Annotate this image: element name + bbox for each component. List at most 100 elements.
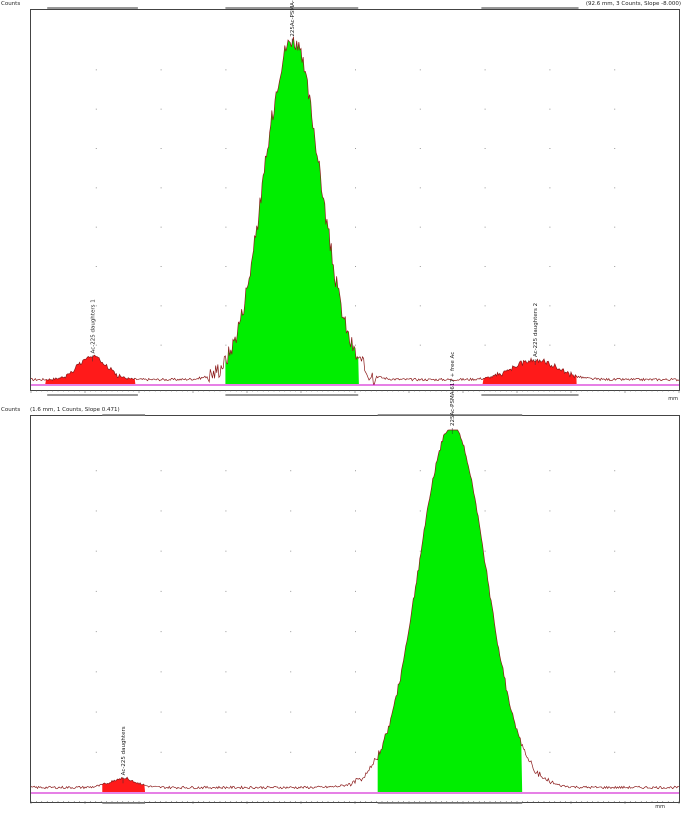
grid-dot — [614, 187, 616, 189]
chart-svg: Ac-225 daughters 225Ac-PSMA-617 + free Ac — [30, 352, 680, 804]
grid-dot — [160, 69, 162, 71]
grid-dot — [95, 470, 97, 472]
grid-dot — [160, 590, 162, 592]
peak-label: Ac-225 daughters — [121, 726, 127, 775]
grid-dot — [549, 470, 551, 472]
grid-dot — [160, 148, 162, 149]
grid-dot — [355, 671, 356, 673]
grid-dot — [614, 751, 616, 753]
y-axis-label: Counts — [1, 407, 21, 413]
grid-dot — [95, 711, 97, 713]
grid-dot — [484, 226, 486, 228]
grid-dot — [355, 305, 356, 307]
grid-dot — [95, 344, 97, 346]
grid-dot — [95, 751, 97, 753]
grid-dot — [484, 305, 486, 307]
grid-dot — [290, 631, 292, 633]
roi-area-2 — [377, 430, 523, 792]
grid-dot — [549, 711, 551, 713]
grid-dot — [225, 671, 227, 673]
trace-line — [30, 429, 680, 790]
grid-dot — [290, 510, 292, 512]
grid-dot — [225, 550, 227, 552]
x-axis-ticks — [30, 390, 680, 393]
grid-dot — [95, 631, 97, 633]
grid-dot — [225, 305, 227, 307]
grid-dot — [419, 226, 421, 228]
chart-svg: Ac-225 daughters 1 225Ac-PSMA-617 Ac-225 d… — [30, 0, 680, 396]
grid-dot — [484, 187, 486, 189]
cursor-readout: (92.6 mm, 3 Counts, Slope -8.000) — [585, 1, 681, 7]
grid-dot — [355, 226, 356, 228]
grid — [95, 470, 616, 753]
grid-dot — [419, 187, 421, 189]
grid-dot — [549, 187, 551, 189]
grid-dot — [225, 69, 227, 71]
roi-area-2 — [225, 36, 359, 384]
grid-dot — [225, 590, 227, 592]
cursor-readout: (1.6 mm, 1 Counts, Slope 0.471) — [30, 407, 120, 413]
grid-dot — [160, 108, 162, 110]
grid-dot — [290, 470, 292, 472]
grid-dot — [419, 305, 421, 307]
roi-area-3 — [482, 358, 577, 384]
grid-dot — [419, 510, 421, 512]
grid-dot — [484, 69, 486, 71]
grid-dot — [614, 266, 616, 267]
grid-dot — [160, 226, 162, 228]
grid-dot — [419, 344, 421, 346]
grid-dot — [484, 344, 486, 346]
grid-dot — [160, 550, 162, 552]
grid-dot — [614, 711, 616, 713]
grid-dot — [225, 108, 227, 110]
grid-dot — [95, 69, 97, 71]
grid-dot — [549, 305, 551, 307]
grid-dot — [225, 510, 227, 512]
grid-dot — [160, 631, 162, 633]
grid-dot — [484, 148, 486, 149]
grid-dot — [484, 550, 486, 552]
chromatogram-panel-bottom: Counts (1.6 mm, 1 Counts, Slope 0.471) A… — [0, 352, 685, 814]
roi-area-1 — [45, 355, 136, 384]
grid-dot — [484, 108, 486, 110]
grid-dot — [225, 711, 227, 713]
grid-dot — [614, 226, 616, 228]
grid-dot — [160, 470, 162, 472]
grid-dot — [419, 550, 421, 552]
grid-dot — [95, 108, 97, 110]
grid-dot — [160, 344, 162, 346]
grid-dot — [549, 108, 551, 110]
grid-dot — [355, 470, 356, 472]
grid-dot — [549, 226, 551, 228]
grid-dot — [95, 226, 97, 228]
grid-dot — [484, 510, 486, 512]
grid-dot — [614, 631, 616, 633]
grid-dot — [355, 550, 356, 552]
grid-dot — [225, 148, 227, 149]
grid-dot — [484, 266, 486, 267]
grid-dot — [290, 711, 292, 713]
trace-line — [30, 36, 680, 385]
grid-dot — [225, 187, 227, 189]
grid-dot — [355, 751, 356, 753]
grid-dot — [614, 148, 616, 149]
grid-dot — [225, 751, 227, 753]
grid-dot — [95, 266, 97, 267]
grid-dot — [160, 751, 162, 753]
grid-dot — [614, 671, 616, 673]
grid-dot — [95, 305, 97, 307]
grid-dot — [95, 148, 97, 149]
grid-dot — [290, 550, 292, 552]
grid-dot — [549, 510, 551, 512]
grid-dot — [549, 550, 551, 552]
grid-dot — [95, 187, 97, 189]
grid-dot — [225, 226, 227, 228]
grid-dot — [355, 510, 356, 512]
grid-dot — [355, 590, 356, 592]
peak-label: Ac-225 daughters 2 — [533, 303, 539, 357]
grid-dot — [549, 69, 551, 71]
grid-dot — [419, 69, 421, 71]
grid-dot — [95, 671, 97, 673]
grid-dot — [225, 344, 227, 346]
grid-dot — [614, 344, 616, 346]
